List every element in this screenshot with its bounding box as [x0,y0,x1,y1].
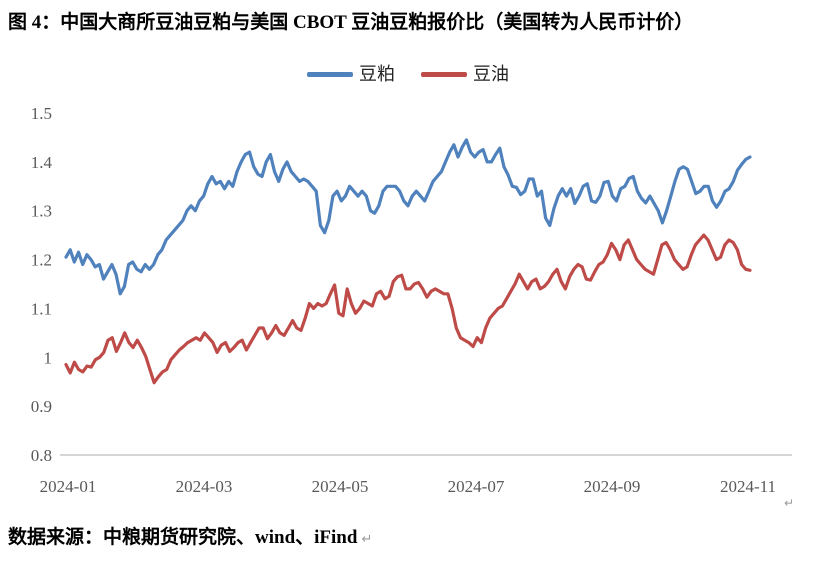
legend-swatch-soybean-oil [421,71,467,77]
y-tick-label: 0.9 [31,397,52,416]
y-tick-label: 1.3 [31,202,52,221]
x-tick-label: 2024-09 [584,477,641,496]
legend-label-soybean-meal: 豆粕 [359,64,395,84]
x-tick-label: 2024-03 [176,477,233,496]
y-tick-label: 1.4 [31,153,53,172]
legend-item-soybean-oil: 豆油 [421,64,509,84]
y-tick-label: 1.2 [31,251,52,270]
legend-swatch-soybean-meal [307,71,353,77]
ratio-line-chart: 0.8 0.9 1 1.1 1.2 1.3 1.4 1.5 2024-01 2024-03 2024… [31,104,792,496]
x-tick-label: 2024-11 [720,477,776,496]
data-source-note: 数据来源：中粮期货研究院、wind、iFind ↵ [8,522,372,549]
paragraph-mark-icon: ↵ [361,532,373,547]
y-tick-label: 1.5 [31,104,52,123]
legend-label-soybean-oil: 豆油 [473,64,509,84]
series-line-soybean-meal [64,138,752,296]
x-tick-label: 2024-07 [448,477,505,496]
y-tick-label: 1 [44,348,53,367]
y-tick-label: 1.1 [31,299,52,318]
figure-title: 图 4：中国大商所豆油豆粕与美国 CBOT 豆油豆粕报价比（美国转为人民币计价） [8,12,694,33]
x-tick-label: 2024-05 [312,477,369,496]
legend-item-soybean-meal: 豆粕 [307,64,395,84]
data-source-text: 数据来源：中粮期货研究院、wind、iFind [8,527,358,548]
y-tick-label: 0.8 [31,446,52,465]
paragraph-mark-icon: ↵ [784,496,795,510]
series-line-soybean-oil [64,233,752,385]
chart-legend: 豆粕 豆油 [307,64,509,84]
x-tick-label: 2024-01 [40,477,97,496]
